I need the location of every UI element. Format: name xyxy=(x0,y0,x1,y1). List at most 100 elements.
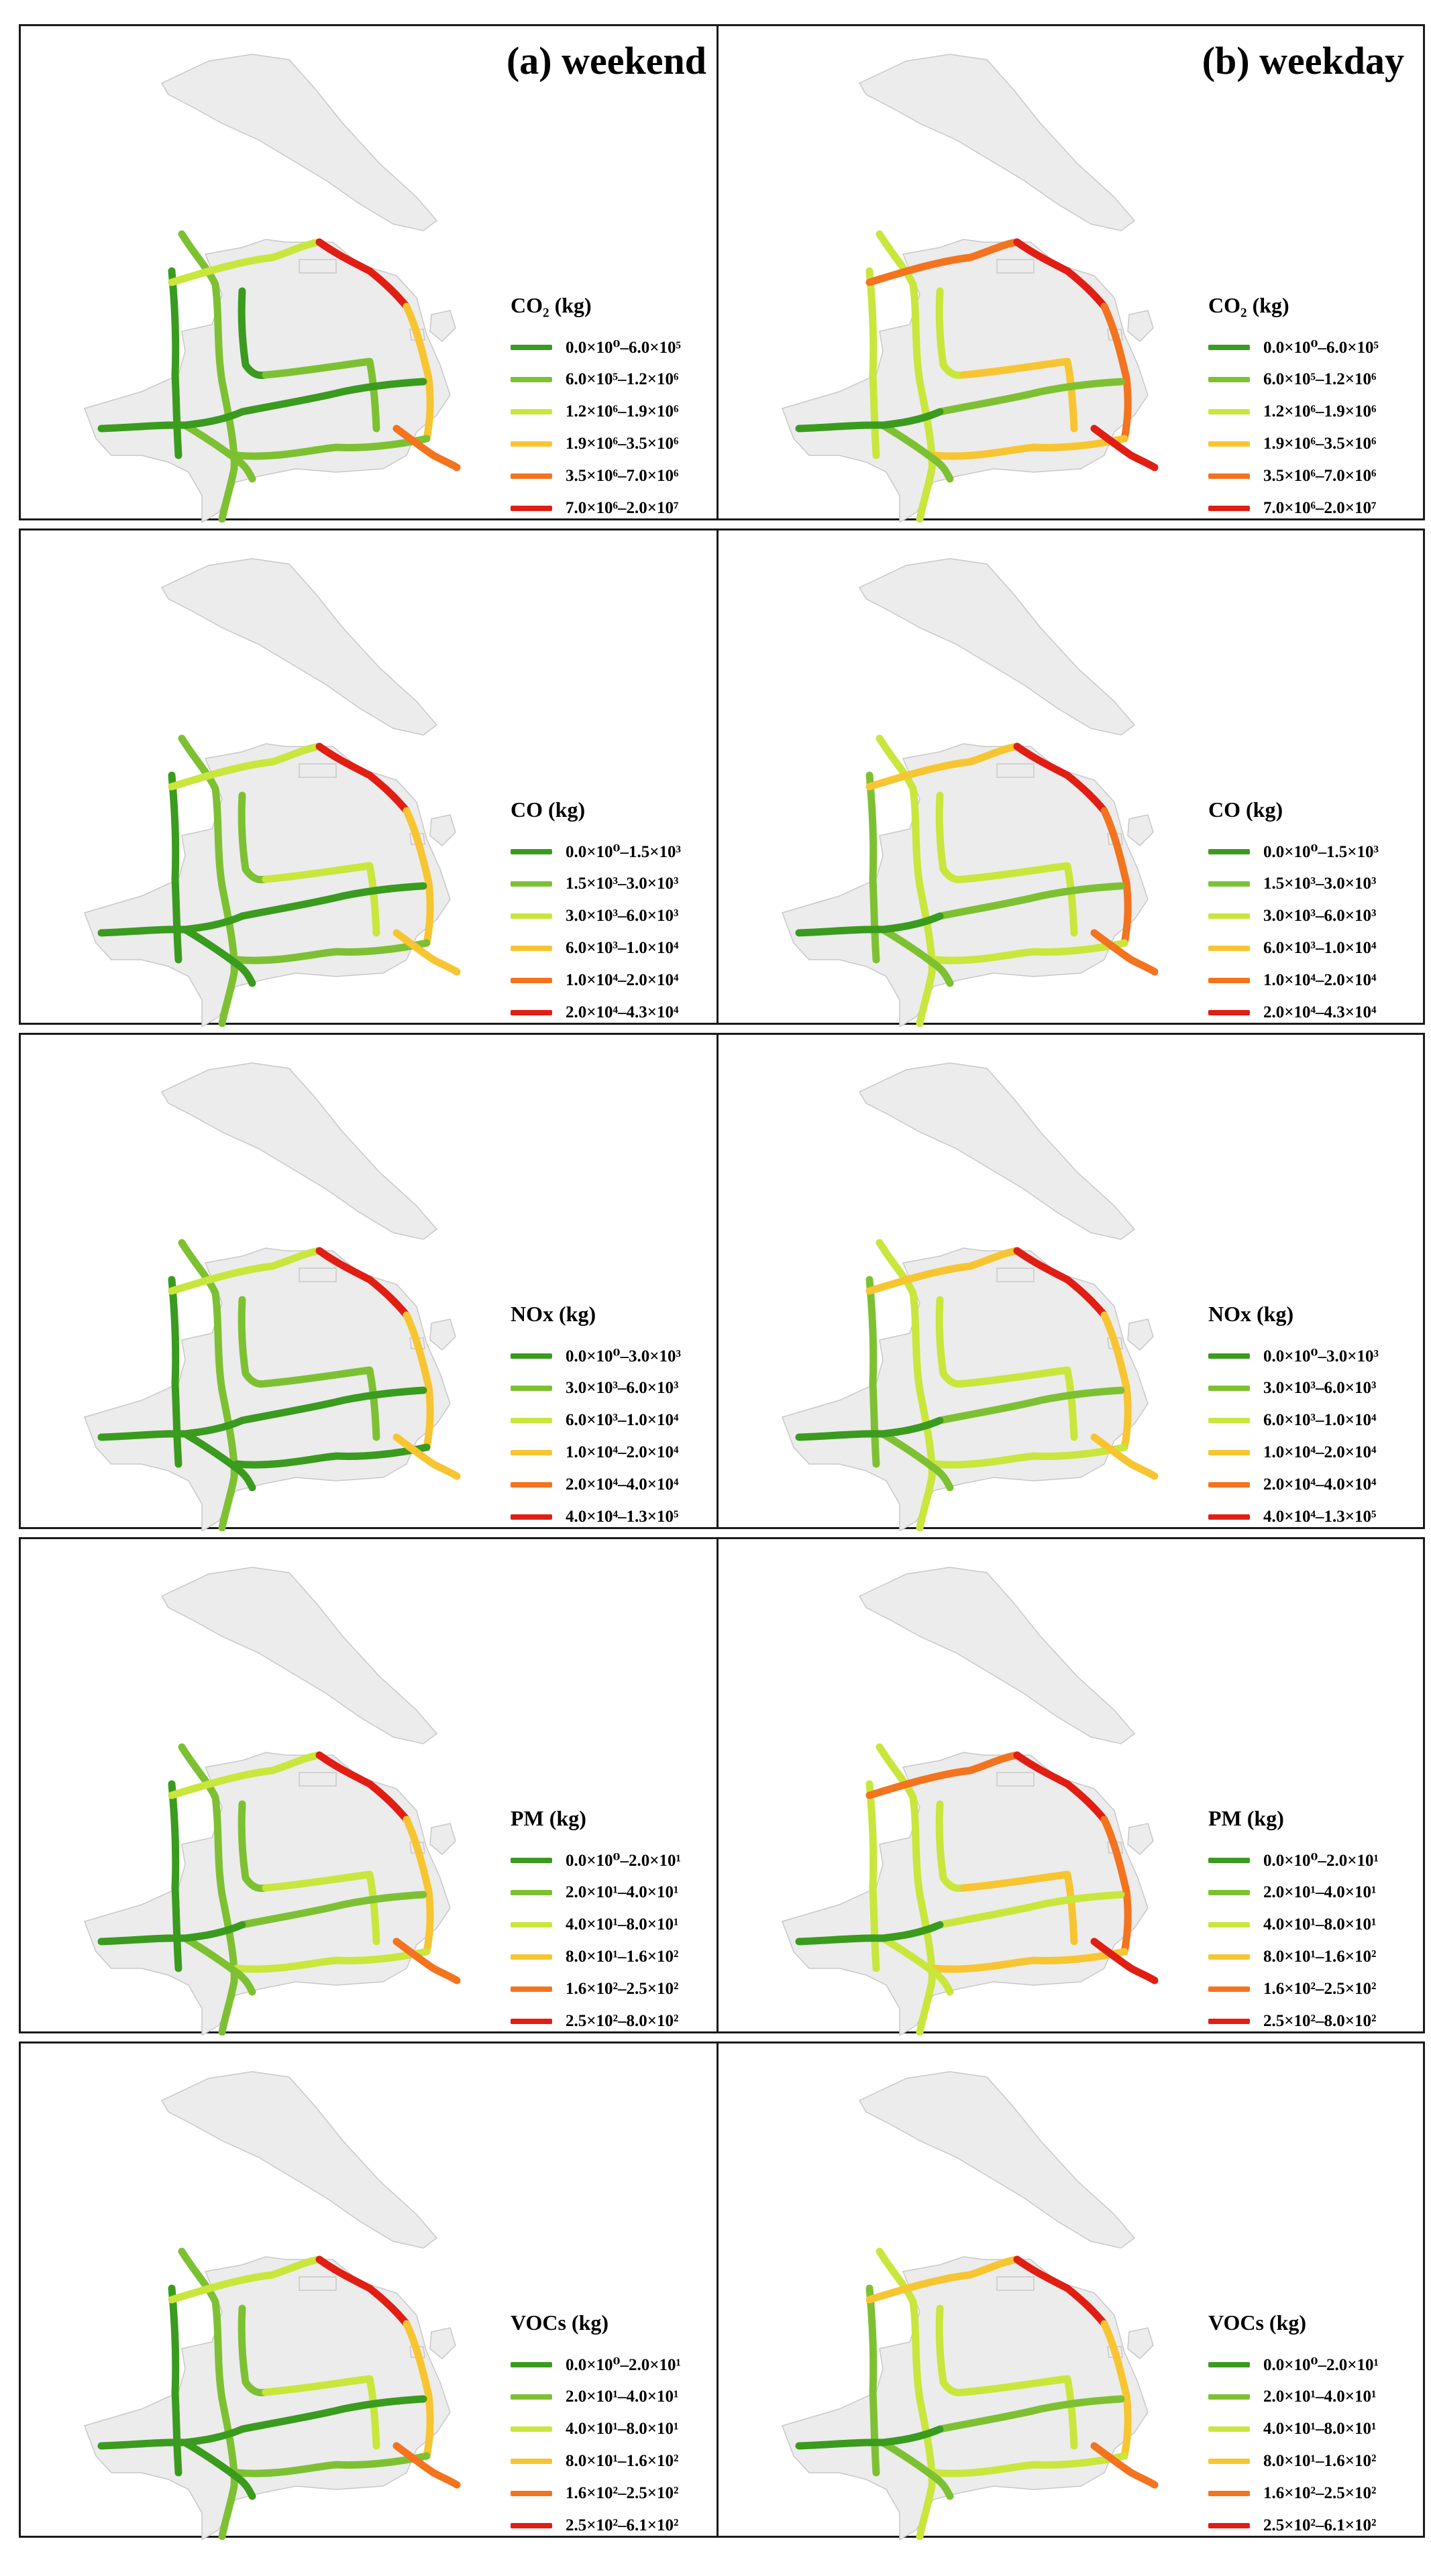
road-west-cross[interactable] xyxy=(795,1921,944,1946)
road-south-cross[interactable] xyxy=(233,435,431,460)
road-north-east-arc[interactable] xyxy=(315,2255,411,2328)
road-west-cross[interactable] xyxy=(97,408,246,433)
road-mid-cross[interactable] xyxy=(936,1386,1125,1424)
road-inner-west[interactable] xyxy=(935,1800,967,1893)
road-inner-mid-cross[interactable] xyxy=(262,1366,380,1441)
road-southwest[interactable] xyxy=(181,2439,256,2500)
road-north-arc[interactable] xyxy=(865,1247,1021,1295)
road-west-cross[interactable] xyxy=(795,1416,944,1441)
road-south-east[interactable] xyxy=(392,1433,461,1480)
road-east-road[interactable] xyxy=(1100,1815,1132,1956)
road-north-east-arc[interactable] xyxy=(1013,1751,1108,1824)
road-south-east[interactable] xyxy=(1090,1433,1159,1480)
road-north-east-arc[interactable] xyxy=(315,238,411,311)
road-inner-west[interactable] xyxy=(237,287,270,380)
road-inner-west[interactable] xyxy=(935,2304,967,2397)
road-mid-cross[interactable] xyxy=(936,882,1125,920)
road-inner-mid-cross[interactable] xyxy=(959,357,1078,433)
road-inner-mid-cross[interactable] xyxy=(262,2375,380,2450)
road-mid-cross[interactable] xyxy=(936,2395,1125,2433)
road-east-road[interactable] xyxy=(403,302,434,443)
road-inner-west[interactable] xyxy=(935,791,967,884)
road-north-arc[interactable] xyxy=(168,1247,323,1295)
road-inner-west[interactable] xyxy=(237,1800,270,1893)
road-mid-cross[interactable] xyxy=(936,1891,1125,1929)
road-southwest[interactable] xyxy=(879,1430,954,1492)
road-east-road[interactable] xyxy=(1100,302,1132,443)
road-mid-cross[interactable] xyxy=(238,2395,427,2433)
road-north-arc[interactable] xyxy=(865,238,1021,286)
road-mid-cross[interactable] xyxy=(936,378,1125,416)
road-mid-cross[interactable] xyxy=(238,882,427,920)
road-inner-mid-cross[interactable] xyxy=(262,357,380,433)
road-west-cross[interactable] xyxy=(795,408,944,433)
road-north-east-arc[interactable] xyxy=(315,1247,411,1319)
road-east-road[interactable] xyxy=(403,1815,434,1956)
road-inner-mid-cross[interactable] xyxy=(262,862,380,937)
road-north-east-arc[interactable] xyxy=(315,742,411,815)
road-north-arc[interactable] xyxy=(865,2255,1021,2304)
road-south-east[interactable] xyxy=(1090,929,1159,976)
road-north-east-arc[interactable] xyxy=(1013,742,1108,815)
road-inner-mid-cross[interactable] xyxy=(262,1870,380,1946)
road-north-east-arc[interactable] xyxy=(315,1751,411,1824)
road-north-east-arc[interactable] xyxy=(1013,1247,1108,1319)
road-south-cross[interactable] xyxy=(931,2452,1128,2477)
road-east-road[interactable] xyxy=(403,807,434,947)
road-south-east[interactable] xyxy=(392,1938,461,1984)
road-southwest[interactable] xyxy=(879,926,954,987)
road-southwest[interactable] xyxy=(879,2439,954,2500)
road-mid-cross[interactable] xyxy=(238,378,427,416)
road-inner-mid-cross[interactable] xyxy=(959,862,1078,937)
road-north-arc[interactable] xyxy=(865,742,1021,791)
road-south-east[interactable] xyxy=(392,929,461,976)
road-southwest[interactable] xyxy=(181,926,256,987)
road-west-cross[interactable] xyxy=(97,1416,246,1441)
road-southwest[interactable] xyxy=(181,1934,256,1996)
road-inner-west[interactable] xyxy=(237,2304,270,2397)
road-north-arc[interactable] xyxy=(168,742,323,791)
road-west-cross[interactable] xyxy=(97,2425,246,2450)
road-inner-mid-cross[interactable] xyxy=(959,2375,1078,2450)
road-south-cross[interactable] xyxy=(931,939,1128,964)
road-south-east[interactable] xyxy=(1090,1938,1159,1984)
road-west-cross[interactable] xyxy=(795,2425,944,2450)
road-north-arc[interactable] xyxy=(865,1751,1021,1799)
road-south-east[interactable] xyxy=(392,425,461,471)
road-mid-cross[interactable] xyxy=(238,1386,427,1424)
road-south-cross[interactable] xyxy=(931,435,1128,460)
road-north-arc[interactable] xyxy=(168,2255,323,2304)
road-south-cross[interactable] xyxy=(233,1443,431,1469)
road-north-arc[interactable] xyxy=(168,1751,323,1799)
road-north-east-arc[interactable] xyxy=(1013,238,1108,311)
road-east-road[interactable] xyxy=(1100,1311,1132,1451)
road-south-east[interactable] xyxy=(1090,425,1159,471)
road-southwest[interactable] xyxy=(181,421,256,483)
road-east-road[interactable] xyxy=(1100,807,1132,947)
road-inner-west[interactable] xyxy=(935,287,967,380)
road-west-cross[interactable] xyxy=(97,912,246,937)
road-mid-cross[interactable] xyxy=(238,1891,427,1929)
road-east-road[interactable] xyxy=(403,1311,434,1451)
road-south-east[interactable] xyxy=(392,2442,461,2489)
road-east-road[interactable] xyxy=(403,2320,434,2460)
road-inner-west[interactable] xyxy=(237,1296,270,1388)
road-north-arc[interactable] xyxy=(168,238,323,286)
road-north-east-arc[interactable] xyxy=(1013,2255,1108,2328)
road-inner-mid-cross[interactable] xyxy=(959,1366,1078,1441)
road-west-cross[interactable] xyxy=(795,912,944,937)
road-southwest[interactable] xyxy=(879,1934,954,1996)
road-inner-west[interactable] xyxy=(935,1296,967,1388)
road-south-east[interactable] xyxy=(1090,2442,1159,2489)
road-southwest[interactable] xyxy=(181,1430,256,1492)
road-south-cross[interactable] xyxy=(233,939,431,964)
road-south-cross[interactable] xyxy=(233,2452,431,2477)
road-east-road[interactable] xyxy=(1100,2320,1132,2460)
road-west-cross[interactable] xyxy=(97,1921,246,1946)
road-south-cross[interactable] xyxy=(931,1443,1128,1469)
road-inner-mid-cross[interactable] xyxy=(959,1870,1078,1946)
road-inner-west[interactable] xyxy=(237,791,270,884)
road-south-cross[interactable] xyxy=(931,1948,1128,1973)
road-south-cross[interactable] xyxy=(233,1948,431,1973)
road-southwest[interactable] xyxy=(879,421,954,483)
